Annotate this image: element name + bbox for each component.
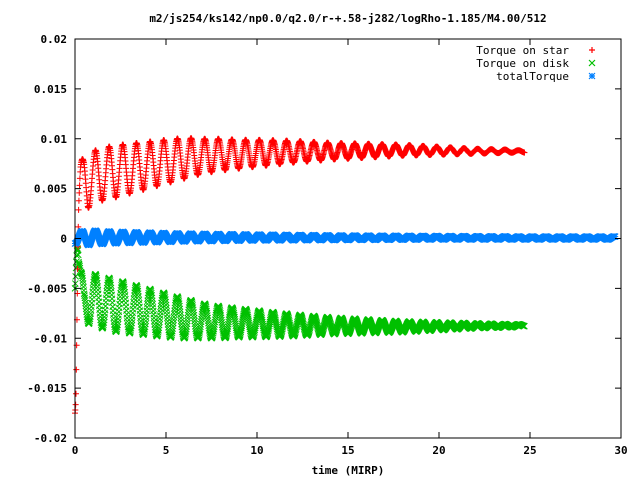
series-points: [71, 227, 619, 249]
x-tick-label: 25: [523, 444, 536, 457]
legend-marker: [589, 47, 595, 53]
series-totaltorque: [71, 227, 619, 249]
y-tick-label: 0.01: [41, 133, 68, 146]
legend-label: Torque on star: [476, 44, 569, 57]
x-tick-label: 5: [163, 444, 170, 457]
x-tick-label: 15: [341, 444, 354, 457]
legend-marker: [588, 59, 596, 67]
y-tick-label: -0.01: [34, 332, 67, 345]
y-tick-label: 0: [60, 233, 67, 246]
series-torque-on-disk: [71, 245, 528, 342]
plot-marks: [71, 135, 619, 417]
y-tick-label: -0.015: [27, 382, 67, 395]
legend-marker: [588, 72, 596, 80]
series-points: [72, 135, 528, 417]
axes: 0 5 10 15 20 25 30 -0.02 -0.015 -0.01 -0.005 0 0.005…: [27, 33, 627, 457]
series-torque-on-star: [72, 135, 528, 417]
y-tick-label: -0.005: [27, 282, 67, 295]
chart-title: m2/js254/ks142/np0.0/q2.0/r-+.58-j282/lo…: [149, 12, 546, 25]
x-tick-label: 0: [72, 444, 79, 457]
series-points: [71, 245, 528, 342]
x-axis-label: time (MIRP): [312, 464, 385, 477]
legend-label: Torque on disk: [476, 57, 569, 70]
y-tick-label: 0.015: [34, 83, 67, 96]
x-tick-label: 30: [614, 444, 627, 457]
y-tick-label: 0.005: [34, 183, 67, 196]
legend-label: totalTorque: [496, 70, 569, 83]
y-tick-label: -0.02: [34, 432, 67, 445]
y-tick-label: 0.02: [41, 33, 68, 46]
x-tick-label: 20: [432, 444, 445, 457]
x-tick-label: 10: [250, 444, 263, 457]
